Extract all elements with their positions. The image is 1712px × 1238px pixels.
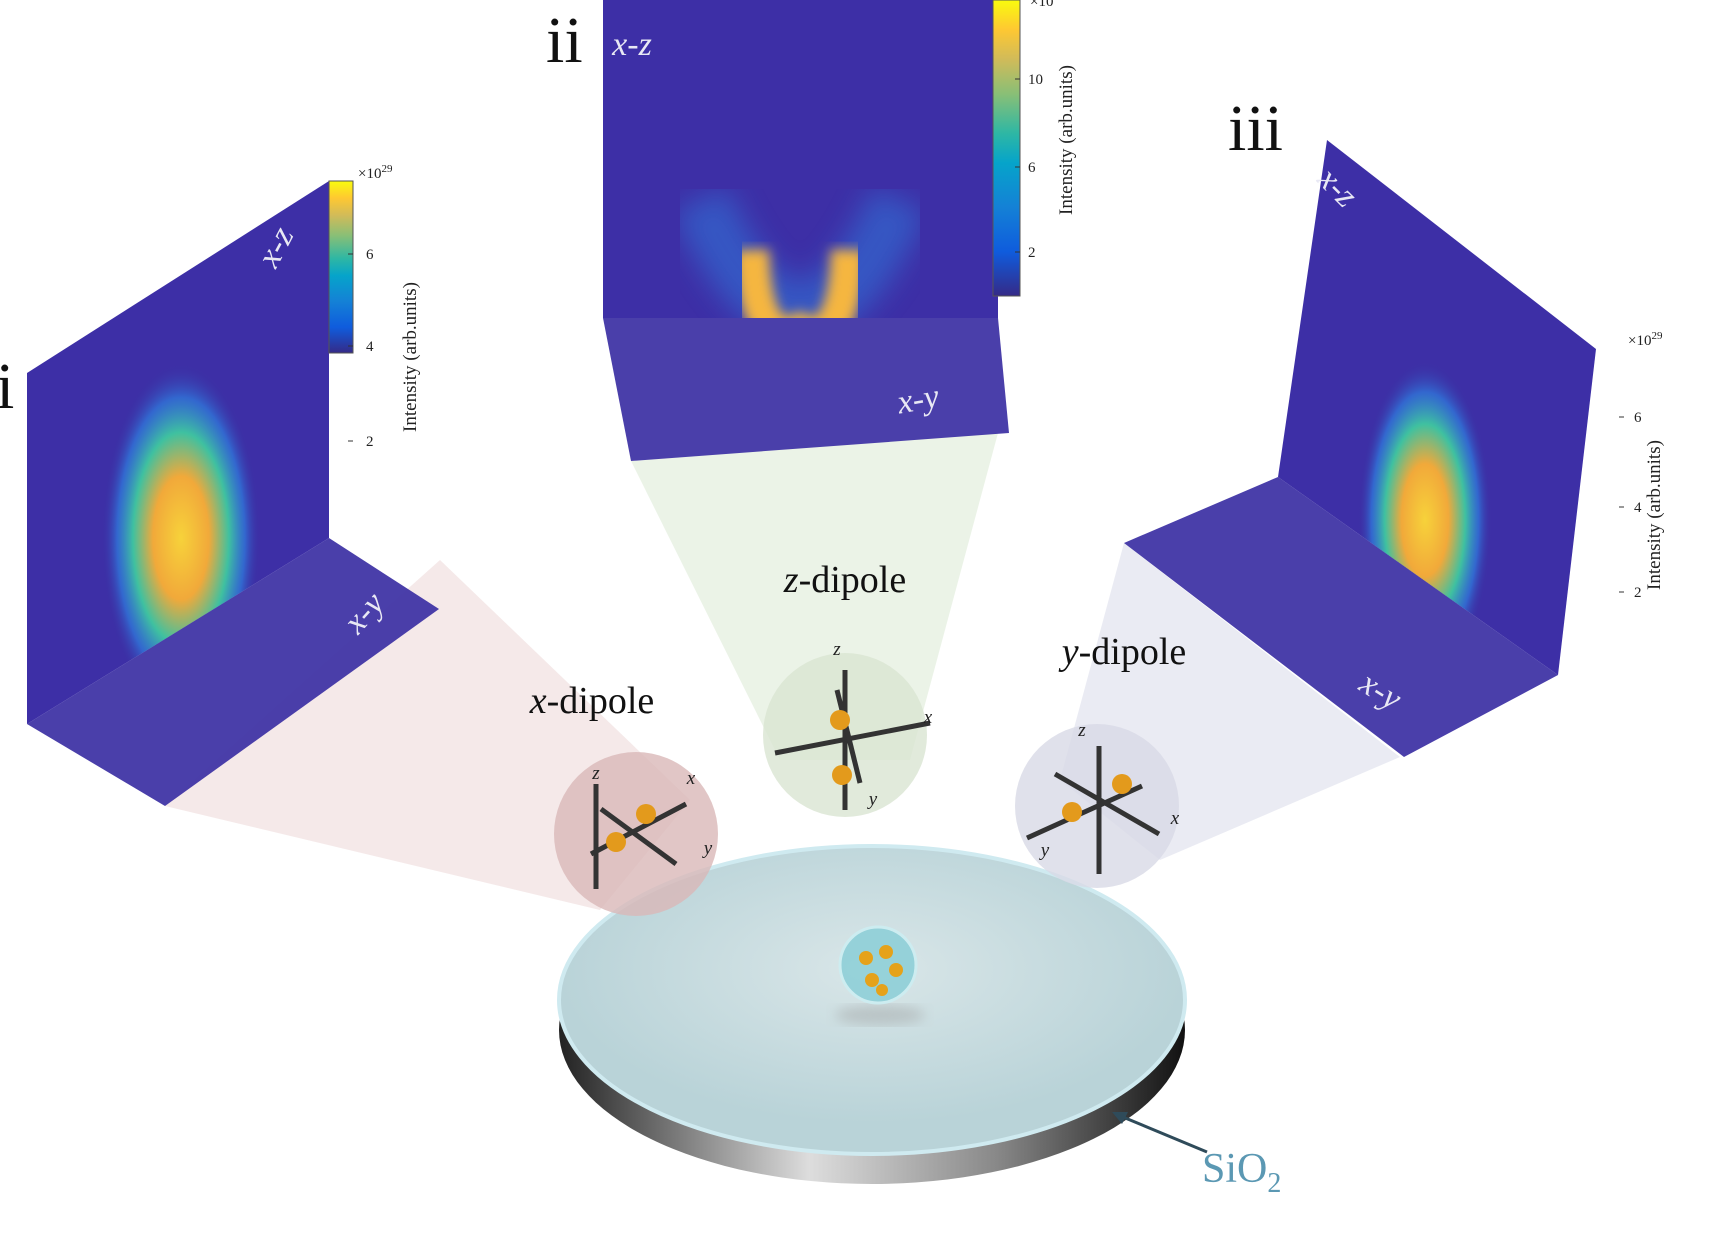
xz-plane <box>603 0 998 318</box>
axis-label: y <box>1039 840 1050 861</box>
charge <box>832 765 852 785</box>
axis-label: z <box>832 639 841 660</box>
panel-label: i <box>0 350 14 423</box>
dipole-label: x-dipole <box>529 680 655 722</box>
axis-label: z <box>591 763 600 784</box>
axis-label: x <box>686 768 696 789</box>
substrate-label: SiO2 <box>1202 1146 1281 1199</box>
colorbar <box>992 0 1021 297</box>
ring <box>672 187 928 318</box>
multiplier-exponent: 29 <box>381 163 393 175</box>
substrate-subscript: 2 <box>1267 1168 1281 1199</box>
colorbar-tick-label: 4 <box>366 339 374 355</box>
axis <box>774 720 931 756</box>
dipole-suffix: -dipole <box>1079 631 1187 673</box>
charge <box>830 710 850 730</box>
substrate-text: SiO <box>1202 1146 1267 1192</box>
colorbar-tick-label: 2 <box>366 434 374 450</box>
shadow <box>835 1005 925 1025</box>
panel-label: ii <box>546 4 583 77</box>
xy-plane <box>1124 477 1558 757</box>
arrow <box>1117 1113 1208 1154</box>
colorbar-title: Intensity (arb.units) <box>1644 440 1665 590</box>
dipole-suffix: -dipole <box>799 559 907 601</box>
axis <box>1025 783 1144 841</box>
dipole-axis: y <box>1058 631 1079 673</box>
xy-plane <box>27 538 439 806</box>
colorbar-tick-label: 6 <box>1634 410 1642 426</box>
colorbar-tick-label: 10 <box>1028 72 1043 88</box>
panel: ii x-z x-y 2 6 10 ×10 Intensity (arb.units) <box>546 0 1077 461</box>
charge <box>1112 774 1132 794</box>
colorbar-multiplier: ×1029 <box>358 163 393 182</box>
charge <box>636 804 656 824</box>
dipole: z xyx-dipole <box>529 680 718 916</box>
axis-label: y <box>702 838 713 859</box>
dipole-suffix: -dipole <box>547 680 655 722</box>
particle-dots <box>859 945 903 996</box>
colorbar-multiplier: ×10 <box>1030 0 1053 10</box>
dipole-label: z-dipole <box>783 559 906 601</box>
plane-label: x-z <box>611 26 652 63</box>
xy-plane <box>603 318 1009 461</box>
multiplier-base: ×10 <box>1628 333 1651 349</box>
axis-label: x <box>923 707 933 728</box>
axis <box>599 806 678 867</box>
dipole-axis: x <box>529 680 547 722</box>
panel-label: iii <box>1228 92 1283 165</box>
charge <box>1062 802 1082 822</box>
hotspot <box>735 249 865 318</box>
multiplier-exponent: 29 <box>1651 330 1663 342</box>
colorbar-title: Intensity (arb.units) <box>1056 65 1077 215</box>
beam <box>631 433 998 760</box>
charge <box>606 832 626 852</box>
multiplier-base: ×10 <box>1030 0 1053 10</box>
colorbar-tick-label: 6 <box>366 247 374 263</box>
dipole-label: y-dipole <box>1058 631 1187 673</box>
dipole-axis: z <box>783 559 799 601</box>
arrow-head <box>1112 1112 1128 1124</box>
axis-label: y <box>867 789 878 810</box>
multiplier-base: ×10 <box>358 166 381 182</box>
colorbar <box>328 180 354 354</box>
colorbar-tick-label: 2 <box>1634 585 1642 601</box>
colorbar-multiplier: ×1029 <box>1628 330 1663 349</box>
colorbar-tick-label: 6 <box>1028 160 1036 176</box>
heatmap <box>672 187 928 318</box>
plane-label: x-y <box>894 378 943 422</box>
colorbar-tick-label: 2 <box>1028 245 1036 261</box>
axis-label: x <box>1170 808 1180 829</box>
colorbar-title: Intensity (arb.units) <box>400 282 421 432</box>
particle <box>838 925 918 1005</box>
axis-label: z <box>1077 720 1086 741</box>
colorbar-tick-label: 4 <box>1634 500 1642 516</box>
axis <box>834 689 863 784</box>
